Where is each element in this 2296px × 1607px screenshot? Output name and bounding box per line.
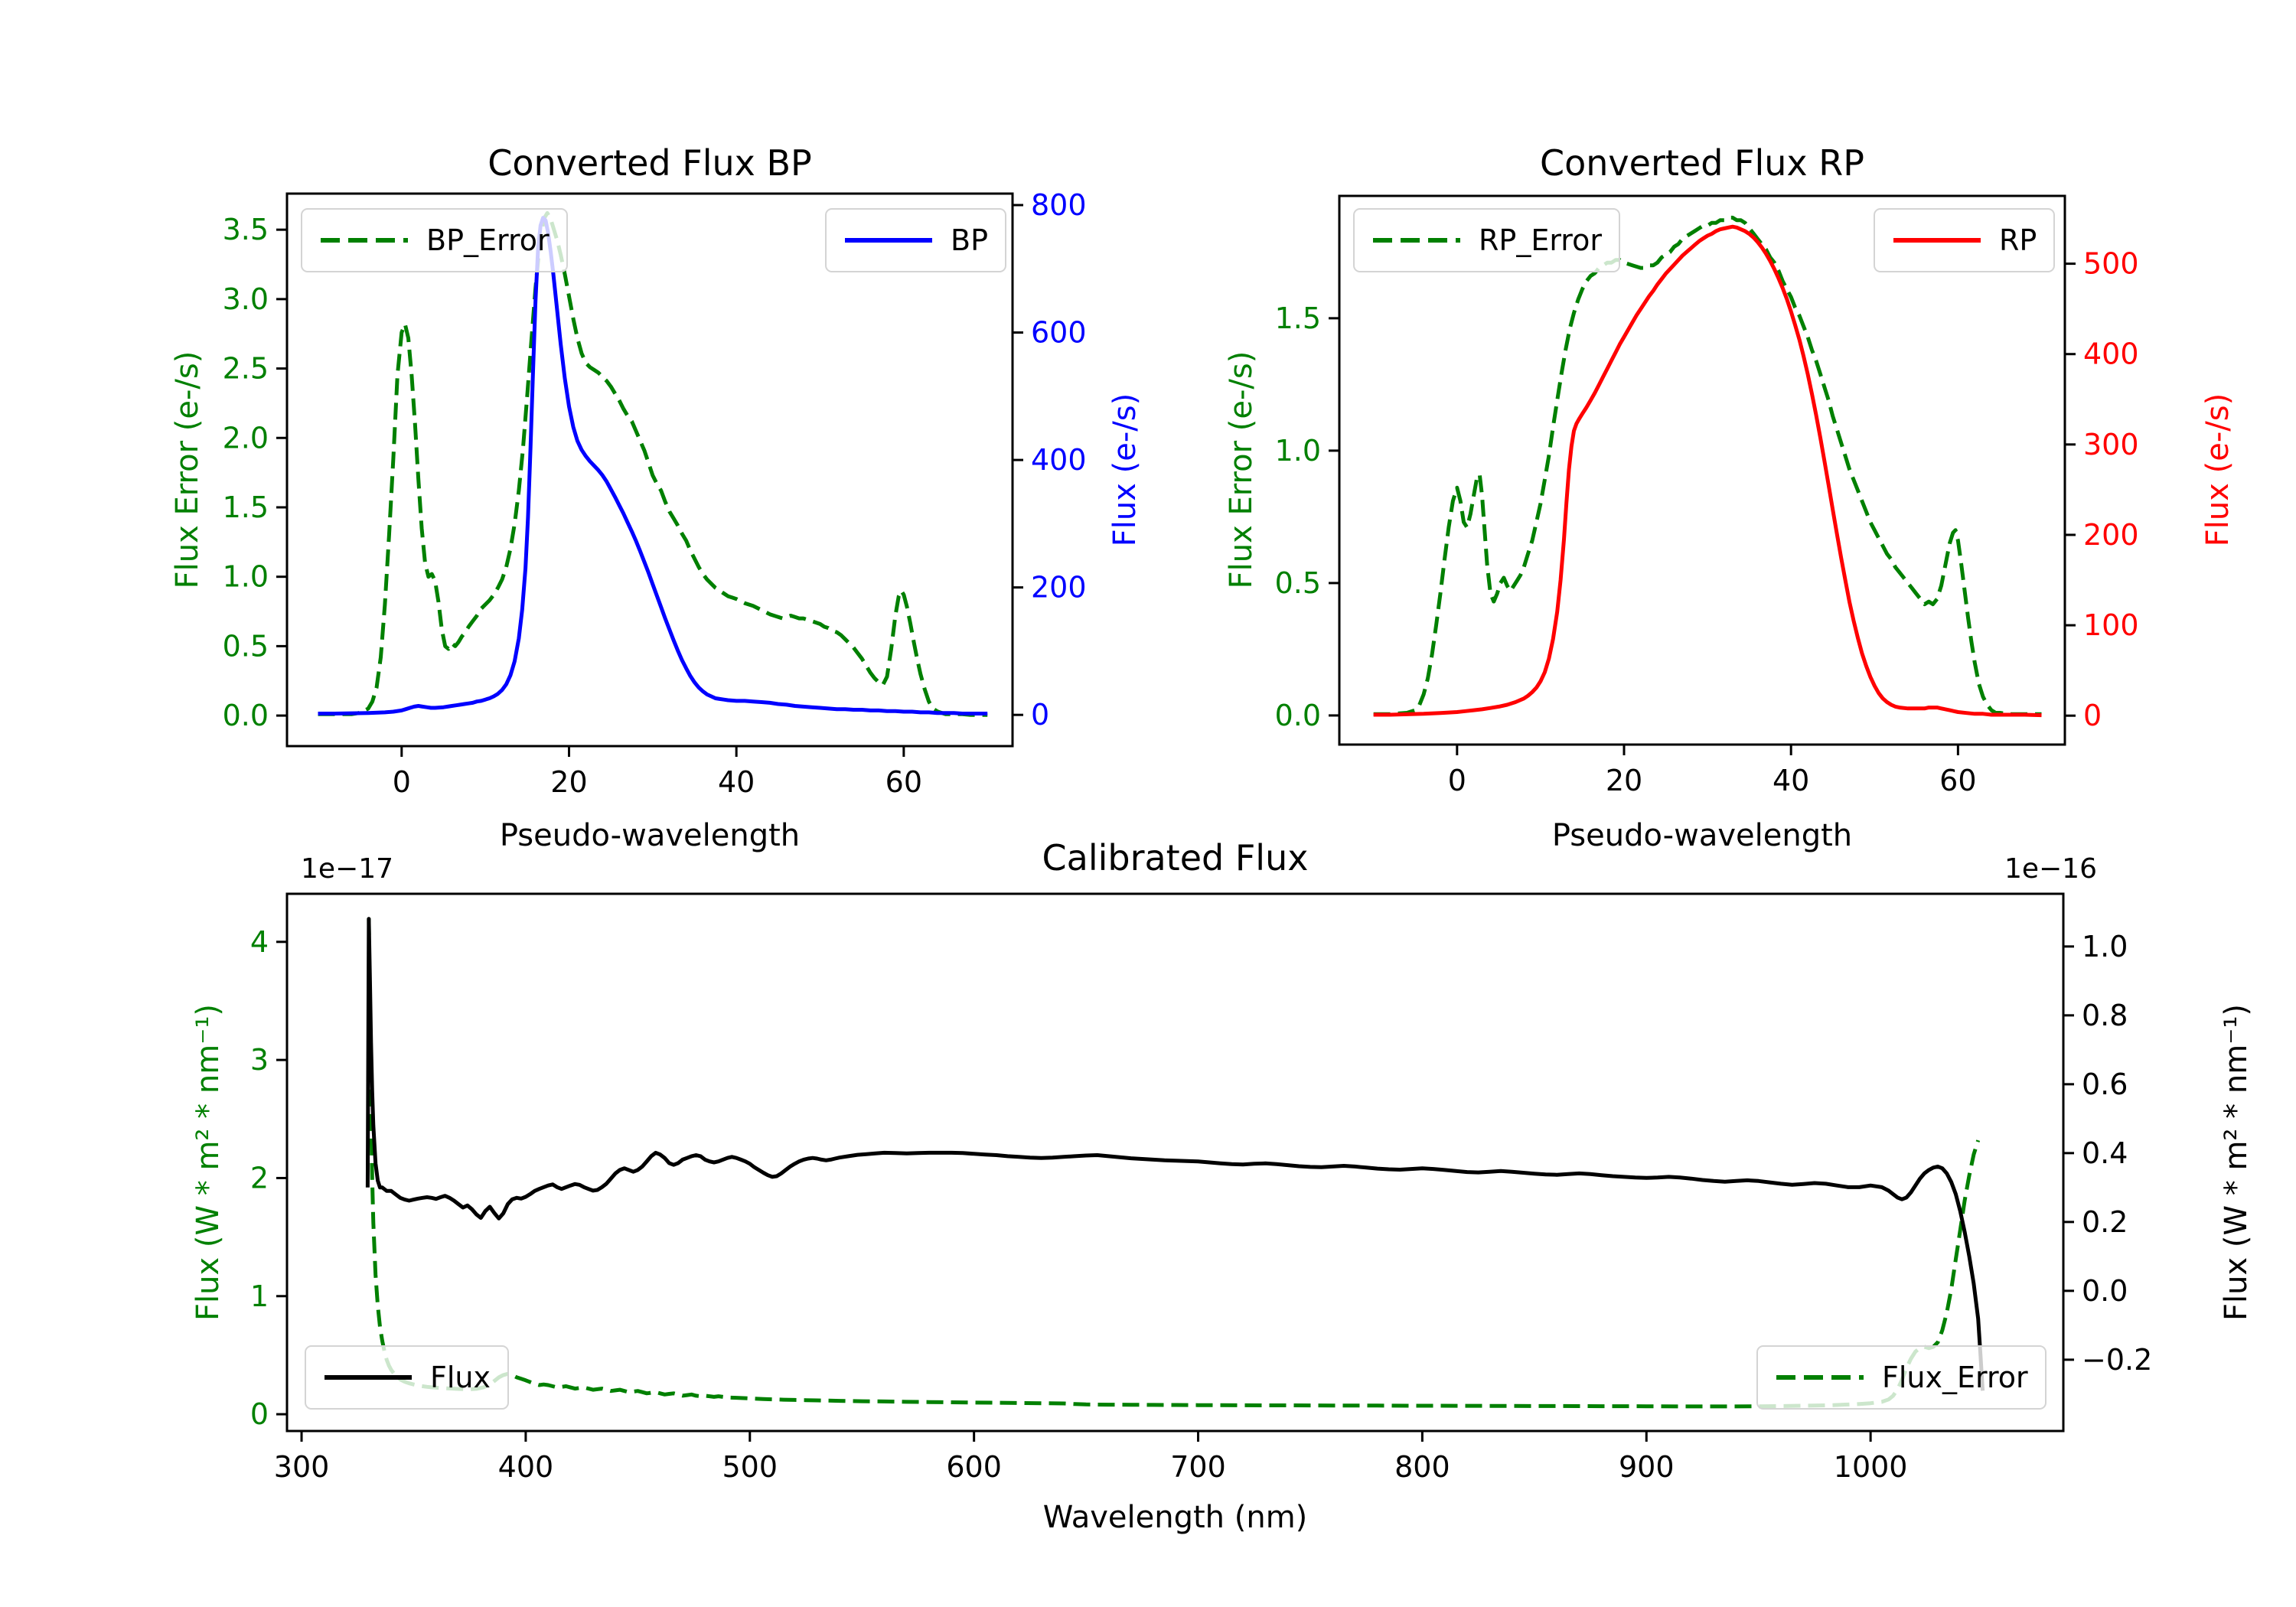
rp-error-line	[1373, 215, 2042, 716]
rp-error-legend-sample	[1371, 236, 1462, 245]
bp-error-legend: BP_Error	[301, 208, 568, 272]
x-tick-label: 60	[885, 765, 922, 799]
right-tick-label: 0.0	[2082, 1274, 2128, 1308]
right-tick-label: 800	[1031, 188, 1087, 222]
x-tick-label: 20	[550, 765, 587, 799]
calibrated-flux-panel: 300 400 500 600 700 800 900 1000 0 1 2 3 4 −0.2 0.0 0.2…	[250, 892, 2152, 1484]
right-tick-label: 500	[2083, 247, 2139, 281]
flux-legend-label: Flux	[430, 1361, 491, 1394]
right-tick-label: 400	[2083, 337, 2139, 371]
left-tick-label: 3.5	[223, 213, 269, 246]
x-tick-label: 900	[1619, 1450, 1675, 1484]
bp-panel-title: Converted Flux BP	[488, 142, 812, 184]
bp-error-legend-sample	[319, 236, 409, 245]
right-tick-label: 1.0	[2082, 930, 2128, 963]
flux-legend: Flux	[305, 1345, 509, 1410]
bp-legend-sample	[843, 236, 934, 245]
x-tick-label: 600	[946, 1450, 1002, 1484]
left-tick-label: 2.0	[223, 421, 269, 455]
rp-line	[1373, 224, 2042, 718]
right-tick-label: 0	[2083, 699, 2102, 732]
rp-legend: RP	[1874, 208, 2056, 272]
flux-error-legend-sample	[1775, 1373, 1865, 1382]
right-tick-label: 0.4	[2082, 1136, 2128, 1170]
axes-spines	[285, 192, 1014, 748]
x-tick-label: 400	[498, 1450, 554, 1484]
x-tick-label: 300	[274, 1450, 330, 1484]
right-tick-label: 0.6	[2082, 1068, 2128, 1101]
left-tick-label: 2.5	[223, 352, 269, 386]
left-tick-label: 0.0	[223, 699, 269, 732]
bp-legend-label: BP	[951, 223, 988, 257]
rp-panel-title: Converted Flux RP	[1540, 142, 1864, 184]
left-tick-label: 0.0	[1275, 699, 1321, 732]
left-axis-offset-text: 1e−17	[301, 853, 394, 885]
flux-line	[365, 917, 1985, 1391]
right-axis-offset-text: 1e−16	[2004, 853, 2097, 885]
rp-legend-label: RP	[1999, 223, 2037, 257]
calibrated-xaxis-label: Wavelength (nm)	[1042, 1500, 1308, 1535]
bp-legend: BP	[825, 208, 1006, 272]
rp-legend-sample	[1892, 236, 1982, 245]
x-tick-label: 20	[1606, 764, 1642, 797]
right-tick-label: −0.2	[2082, 1343, 2152, 1377]
flux-error-legend-label: Flux_Error	[1882, 1361, 2028, 1394]
calibrated-left-yaxis-label: Flux (W * m² * nm⁻¹)	[191, 1004, 226, 1321]
bp-xaxis-label: Pseudo-wavelength	[499, 818, 801, 853]
x-tick-label: 500	[722, 1450, 778, 1484]
x-tick-label: 1000	[1834, 1450, 1908, 1484]
left-tick-label: 0	[250, 1397, 269, 1431]
converted-flux-bp-panel: 0 20 40 60 0.0 0.5 1.0 1.5 2.0 2.5 3.0 3.5 0 200 400 60…	[223, 188, 1087, 799]
bp-error-line	[318, 210, 988, 717]
left-tick-label: 0.5	[1275, 566, 1321, 600]
x-tick-label: 60	[1939, 764, 1976, 797]
axes-spines	[1338, 194, 2066, 746]
right-tick-label: 0.8	[2082, 999, 2128, 1032]
right-tick-label: 300	[2083, 428, 2139, 461]
left-tick-label: 0.5	[223, 629, 269, 663]
left-tick-label: 3	[250, 1043, 269, 1077]
x-tick-label: 700	[1170, 1450, 1226, 1484]
converted-flux-rp-panel: 0 20 40 60 0.0 0.5 1.0 1.5 0 100 200 300 400 500	[1275, 194, 2139, 797]
left-tick-label: 4	[250, 925, 269, 959]
right-tick-label: 200	[2083, 518, 2139, 552]
right-tick-label: 400	[1031, 443, 1087, 477]
rp-xaxis-label: Pseudo-wavelength	[1551, 818, 1853, 853]
calibrated-right-yaxis-label: Flux (W * m² * nm⁻¹)	[2219, 1004, 2254, 1321]
bp-left-yaxis-label: Flux Error (e-/s)	[170, 350, 205, 589]
left-tick-label: 1.5	[1275, 302, 1321, 335]
right-tick-label: 600	[1031, 316, 1087, 350]
x-tick-label: 0	[393, 765, 411, 799]
calibrated-panel-title: Calibrated Flux	[1042, 837, 1309, 878]
axes-spines	[285, 892, 2065, 1433]
left-tick-label: 1.0	[223, 560, 269, 594]
x-tick-label: 40	[718, 765, 755, 799]
left-tick-label: 3.0	[223, 282, 269, 316]
rp-left-yaxis-label: Flux Error (e-/s)	[1224, 350, 1259, 589]
right-tick-label: 100	[2083, 608, 2139, 642]
right-tick-label: 0.2	[2082, 1205, 2128, 1239]
left-tick-label: 1.5	[223, 491, 269, 524]
left-tick-label: 1.0	[1275, 434, 1321, 468]
bp-right-yaxis-label: Flux (e-/s)	[1107, 393, 1143, 547]
x-tick-label: 0	[1448, 764, 1466, 797]
rp-right-yaxis-label: Flux (e-/s)	[2200, 393, 2236, 547]
right-tick-label: 0	[1031, 698, 1049, 732]
rp-error-legend-label: RP_Error	[1479, 223, 1602, 257]
flux-legend-sample	[323, 1373, 413, 1382]
rp-error-legend: RP_Error	[1353, 208, 1620, 272]
bp-error-legend-label: BP_Error	[426, 223, 550, 257]
left-tick-label: 2	[250, 1161, 269, 1195]
right-tick-label: 200	[1031, 571, 1087, 605]
flux-error-legend: Flux_Error	[1756, 1345, 2047, 1410]
bp-line	[318, 216, 988, 715]
left-tick-label: 1	[250, 1279, 269, 1313]
x-tick-label: 40	[1773, 764, 1809, 797]
x-tick-label: 800	[1394, 1450, 1450, 1484]
